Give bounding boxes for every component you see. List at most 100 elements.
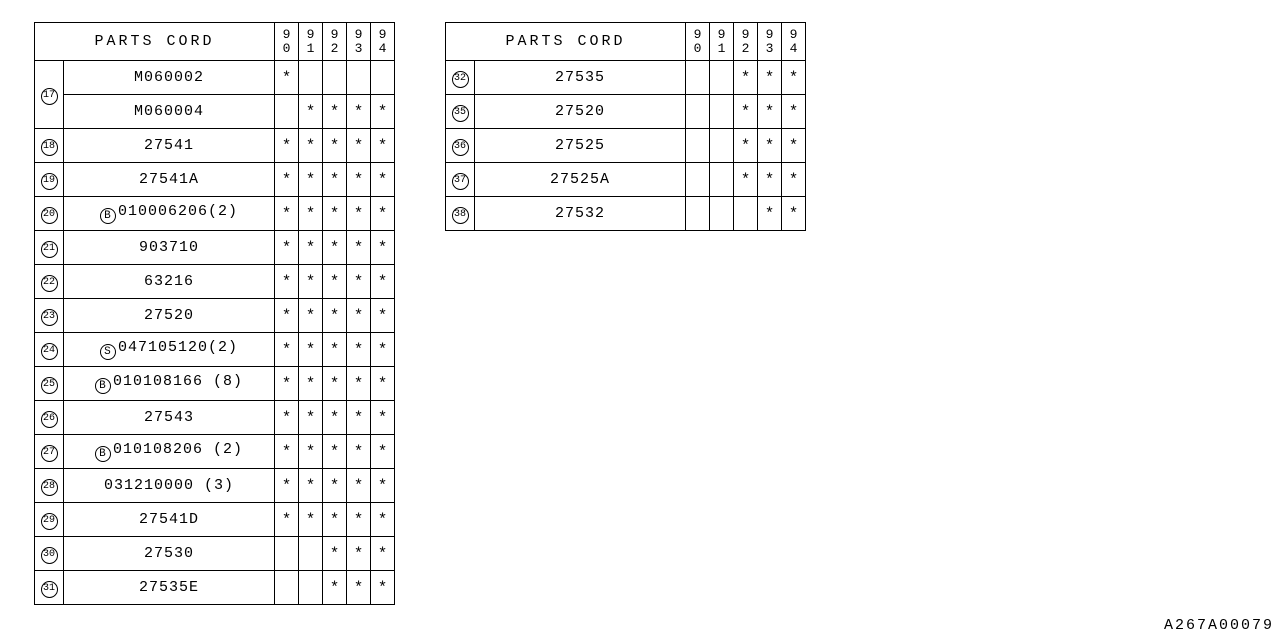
ref-badge-icon: 22 xyxy=(41,275,58,292)
header-year-90: 90 xyxy=(686,23,710,61)
ref-cell: 28 xyxy=(35,469,64,503)
year-mark-cell: * xyxy=(347,197,371,231)
ref-badge-icon: 25 xyxy=(41,377,58,394)
part-code: 27535E xyxy=(139,579,199,596)
part-code: 27520 xyxy=(144,307,194,324)
tables-container: PARTS CORD 90 91 92 93 94 17M060002*M060… xyxy=(34,22,806,605)
header-year-93: 93 xyxy=(347,23,371,61)
year-mark-cell: * xyxy=(371,537,395,571)
table-header-row: PARTS CORD 90 91 92 93 94 xyxy=(446,23,806,61)
part-code: 903710 xyxy=(139,239,199,256)
part-code: M060004 xyxy=(134,103,204,120)
year-mark-cell: * xyxy=(323,537,347,571)
ref-badge-icon: 27 xyxy=(41,445,58,462)
ref-badge-icon: 32 xyxy=(452,71,469,88)
table-row: 25B010108166 (8)***** xyxy=(35,367,395,401)
year-mark-cell: * xyxy=(275,299,299,333)
year-mark-cell: * xyxy=(371,503,395,537)
ref-badge-icon: 26 xyxy=(41,411,58,428)
year-mark-cell xyxy=(275,95,299,129)
ref-cell: 37 xyxy=(446,163,475,197)
year-mark-cell: * xyxy=(275,333,299,367)
year-mark-cell: * xyxy=(275,401,299,435)
code-cell: 903710 xyxy=(64,231,275,265)
code-cell: 27535 xyxy=(475,61,686,95)
year-mark-cell xyxy=(710,129,734,163)
year-mark-cell: * xyxy=(758,197,782,231)
year-mark-cell: * xyxy=(782,95,806,129)
ref-cell: 25 xyxy=(35,367,64,401)
part-code: 010108166 (8) xyxy=(113,373,243,390)
table-row: 3027530*** xyxy=(35,537,395,571)
code-cell: 27535E xyxy=(64,571,275,605)
table-header-row: PARTS CORD 90 91 92 93 94 xyxy=(35,23,395,61)
code-cell: 27532 xyxy=(475,197,686,231)
ref-cell: 32 xyxy=(446,61,475,95)
year-mark-cell: * xyxy=(347,95,371,129)
header-year-90: 90 xyxy=(275,23,299,61)
ref-badge-icon: 18 xyxy=(41,139,58,156)
code-cell: 27530 xyxy=(64,537,275,571)
page: PARTS CORD 90 91 92 93 94 17M060002*M060… xyxy=(0,0,1280,640)
ref-cell: 30 xyxy=(35,537,64,571)
year-mark-cell: * xyxy=(347,231,371,265)
part-code: 010006206(2) xyxy=(118,203,238,220)
year-mark-cell: * xyxy=(323,299,347,333)
year-mark-cell: * xyxy=(275,231,299,265)
code-cell: 27520 xyxy=(64,299,275,333)
year-mark-cell: * xyxy=(347,367,371,401)
ref-badge-icon: 29 xyxy=(41,513,58,530)
year-mark-cell: * xyxy=(323,231,347,265)
ref-cell: 29 xyxy=(35,503,64,537)
ref-badge-icon: 20 xyxy=(41,207,58,224)
year-mark-cell: * xyxy=(347,129,371,163)
ref-badge-icon: 28 xyxy=(41,479,58,496)
year-mark-cell: * xyxy=(371,435,395,469)
year-mark-cell: * xyxy=(299,333,323,367)
year-mark-cell: * xyxy=(323,197,347,231)
year-mark-cell: * xyxy=(371,469,395,503)
year-mark-cell xyxy=(734,197,758,231)
year-mark-cell xyxy=(710,95,734,129)
year-mark-cell: * xyxy=(734,61,758,95)
year-mark-cell: * xyxy=(758,95,782,129)
year-mark-cell: * xyxy=(347,401,371,435)
year-mark-cell: * xyxy=(299,435,323,469)
header-year-92: 92 xyxy=(323,23,347,61)
header-year-92: 92 xyxy=(734,23,758,61)
year-mark-cell xyxy=(371,61,395,95)
year-mark-cell: * xyxy=(299,299,323,333)
year-mark-cell: * xyxy=(323,367,347,401)
ref-badge-icon: 24 xyxy=(41,343,58,360)
year-mark-cell: * xyxy=(371,571,395,605)
code-cell: S047105120(2) xyxy=(64,333,275,367)
year-mark-cell: * xyxy=(371,367,395,401)
table-1-body: 17M060002*M060004****1827541*****1927541… xyxy=(35,61,395,605)
ref-badge-icon: 37 xyxy=(452,173,469,190)
ref-cell: 36 xyxy=(446,129,475,163)
code-cell: B010108166 (8) xyxy=(64,367,275,401)
year-mark-cell: * xyxy=(323,129,347,163)
year-mark-cell: * xyxy=(275,129,299,163)
prefix-badge-icon: B xyxy=(95,378,111,394)
year-mark-cell: * xyxy=(347,299,371,333)
part-code: 27530 xyxy=(144,545,194,562)
year-mark-cell: * xyxy=(275,61,299,95)
code-cell: 27541D xyxy=(64,503,275,537)
ref-cell: 26 xyxy=(35,401,64,435)
year-mark-cell xyxy=(686,95,710,129)
part-code: 27520 xyxy=(555,103,605,120)
year-mark-cell: * xyxy=(323,503,347,537)
year-mark-cell xyxy=(347,61,371,95)
year-mark-cell: * xyxy=(347,435,371,469)
table-row: 20B010006206(2)***** xyxy=(35,197,395,231)
ref-badge-icon: 21 xyxy=(41,241,58,258)
year-mark-cell: * xyxy=(347,163,371,197)
ref-badge-icon: 30 xyxy=(41,547,58,564)
ref-badge-icon: 31 xyxy=(41,581,58,598)
header-year-91: 91 xyxy=(710,23,734,61)
table-row: M060004**** xyxy=(35,95,395,129)
year-mark-cell: * xyxy=(299,265,323,299)
year-mark-cell: * xyxy=(299,163,323,197)
part-code: 27541D xyxy=(139,511,199,528)
